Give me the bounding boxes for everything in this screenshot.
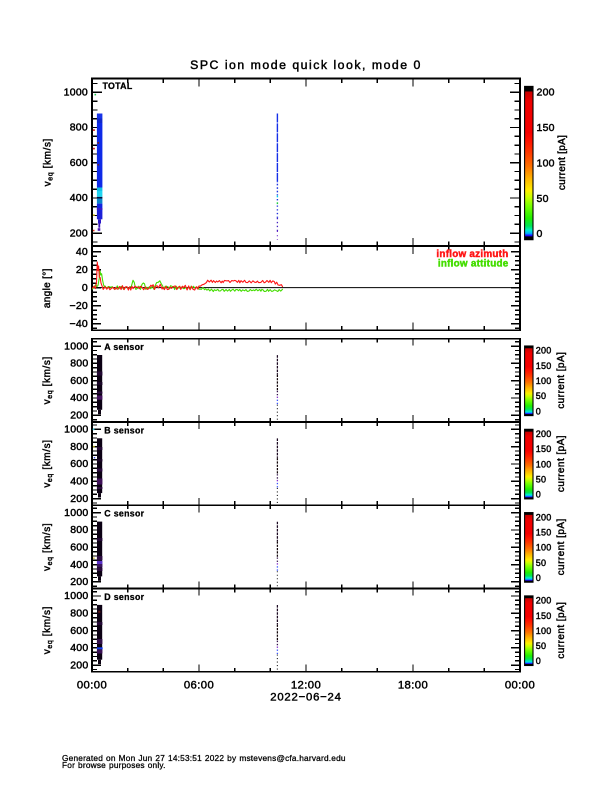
svg-text:−40: −40: [69, 318, 88, 330]
svg-text:600: 600: [70, 458, 88, 470]
svg-text:0: 0: [537, 228, 543, 240]
svg-text:0: 0: [536, 573, 541, 583]
svg-text:200: 200: [70, 493, 88, 505]
svg-text:400: 400: [70, 392, 88, 404]
svg-text:0: 0: [536, 406, 541, 416]
svg-text:400: 400: [70, 642, 88, 654]
svg-text:150: 150: [536, 611, 552, 621]
svg-text:B sensor: B sensor: [104, 425, 144, 435]
svg-text:veq [km/s]: veq [km/s]: [43, 138, 55, 186]
svg-text:200: 200: [536, 346, 552, 356]
svg-text:400: 400: [70, 192, 88, 204]
svg-text:100: 100: [536, 543, 552, 553]
svg-text:40: 40: [76, 246, 88, 258]
svg-text:TOTAL: TOTAL: [103, 81, 133, 91]
svg-text:A sensor: A sensor: [104, 342, 144, 352]
svg-text:800: 800: [70, 524, 88, 536]
svg-text:current [pA]: current [pA]: [556, 435, 567, 492]
svg-text:100: 100: [536, 459, 552, 469]
svg-text:600: 600: [70, 625, 88, 637]
svg-text:inflow azimuth: inflow azimuth: [436, 249, 508, 260]
svg-text:200: 200: [70, 576, 88, 588]
svg-text:200: 200: [70, 227, 88, 239]
svg-text:00:00: 00:00: [77, 680, 107, 692]
svg-text:400: 400: [70, 476, 88, 488]
svg-text:Generated on Mon Jun 27 14:53:: Generated on Mon Jun 27 14:53:51 2022 by…: [62, 753, 346, 763]
svg-text:veq [km/s]: veq [km/s]: [42, 523, 54, 571]
svg-text:0: 0: [536, 656, 541, 666]
svg-text:1000: 1000: [64, 507, 88, 519]
svg-text:1000: 1000: [64, 590, 88, 602]
svg-text:D sensor: D sensor: [104, 592, 144, 602]
svg-text:00:00: 00:00: [505, 680, 535, 692]
svg-text:veq [km/s]: veq [km/s]: [42, 439, 54, 487]
svg-text:1000: 1000: [64, 87, 88, 99]
svg-text:50: 50: [537, 193, 549, 205]
svg-text:For browse purposes only.: For browse purposes only.: [62, 760, 166, 770]
svg-text:2022−06−24: 2022−06−24: [270, 692, 341, 704]
svg-text:18:00: 18:00: [398, 680, 428, 692]
svg-text:600: 600: [70, 157, 88, 169]
svg-text:50: 50: [536, 641, 546, 651]
svg-text:current [pA]: current [pA]: [556, 352, 567, 409]
svg-text:1000: 1000: [64, 340, 88, 352]
svg-text:150: 150: [537, 122, 555, 134]
svg-text:0: 0: [536, 490, 541, 500]
svg-text:600: 600: [70, 542, 88, 554]
svg-text:C sensor: C sensor: [104, 509, 144, 519]
svg-text:−20: −20: [69, 300, 88, 312]
svg-text:50: 50: [536, 391, 546, 401]
svg-text:20: 20: [76, 264, 88, 276]
svg-text:150: 150: [536, 444, 552, 454]
svg-text:angle [°]: angle [°]: [42, 268, 53, 308]
svg-text:600: 600: [70, 375, 88, 387]
svg-text:200: 200: [70, 659, 88, 671]
svg-text:400: 400: [70, 559, 88, 571]
svg-text:200: 200: [536, 596, 552, 606]
svg-text:150: 150: [536, 361, 552, 371]
svg-text:100: 100: [537, 157, 555, 169]
svg-text:12:00: 12:00: [291, 680, 321, 692]
svg-text:inflow attitude: inflow attitude: [438, 258, 509, 269]
svg-text:100: 100: [536, 376, 552, 386]
svg-text:1000: 1000: [64, 424, 88, 436]
svg-text:50: 50: [536, 474, 546, 484]
svg-text:800: 800: [70, 358, 88, 370]
svg-text:0: 0: [82, 282, 88, 294]
svg-text:100: 100: [536, 626, 552, 636]
svg-text:800: 800: [70, 441, 88, 453]
svg-text:06:00: 06:00: [184, 680, 214, 692]
svg-text:800: 800: [70, 122, 88, 134]
svg-text:200: 200: [537, 87, 555, 99]
svg-text:200: 200: [536, 512, 552, 522]
svg-text:150: 150: [536, 527, 552, 537]
svg-text:current [pA]: current [pA]: [556, 518, 567, 575]
svg-text:current [pA]: current [pA]: [556, 602, 567, 659]
svg-text:200: 200: [70, 410, 88, 422]
svg-text:veq [km/s]: veq [km/s]: [42, 606, 54, 654]
svg-text:veq [km/s]: veq [km/s]: [42, 356, 54, 404]
svg-text:current [pA]: current [pA]: [557, 135, 568, 190]
svg-text:800: 800: [70, 608, 88, 620]
svg-text:200: 200: [536, 429, 552, 439]
svg-text:SPC ion mode quick look, mode: SPC ion mode quick look, mode 0: [190, 58, 422, 72]
svg-text:50: 50: [536, 558, 546, 568]
